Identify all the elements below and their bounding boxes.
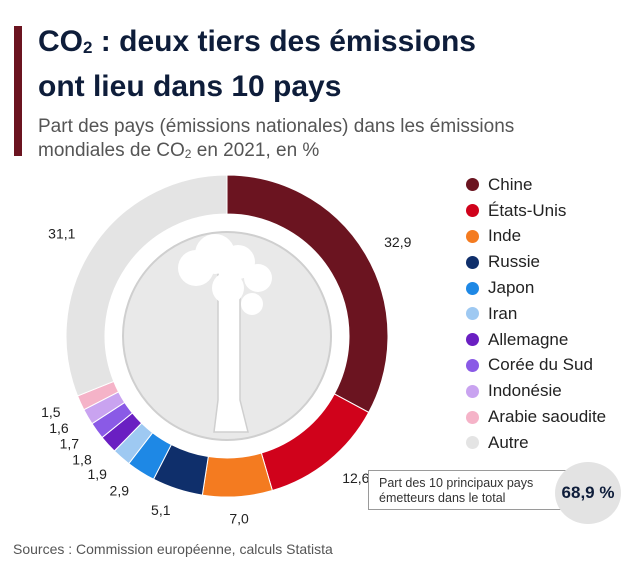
title-co-text: CO — [38, 25, 83, 58]
total-label-line-2: émetteurs dans le total — [379, 491, 506, 505]
legend-item-inde: Inde — [466, 224, 606, 250]
legend-label: Chine — [488, 174, 533, 194]
chart-legend: Chine États-Unis Inde Russie Japon Iran Allema… — [466, 172, 606, 456]
legend-label: Iran — [488, 303, 518, 323]
total-label-line-1: Part des 10 principaux pays — [379, 476, 534, 490]
value-label-arabie-saoudite: 1,5 — [41, 404, 61, 420]
legend-label: Indonésie — [488, 381, 562, 401]
title-rest-text: : deux tiers des émissions — [92, 25, 476, 58]
accent-bar — [14, 26, 22, 156]
subtitle-subscript: 2 — [184, 147, 192, 161]
total-value-badge: 68,9 % — [555, 462, 621, 524]
legend-label: Autre — [488, 432, 529, 452]
value-label-russie: 5,1 — [151, 502, 171, 518]
legend-label: Corée du Sud — [488, 355, 593, 375]
page-title: CO2 : deux tiers des émissions ont lieu … — [38, 22, 628, 106]
title-line-2: ont lieu dans 10 pays — [38, 70, 342, 103]
donut-slices — [65, 174, 389, 498]
value-label-etats-unis: 12,6 — [342, 470, 369, 486]
legend-swatch — [466, 410, 479, 424]
value-label-autre: 31,1 — [48, 225, 75, 241]
slice-autre — [65, 174, 228, 397]
legend-swatch — [466, 204, 479, 218]
subtitle-line-2: mondiales de CO2 en 2021, en % — [38, 139, 618, 166]
value-labels: 32,9 12,6 7,0 5,1 2,91,91,81,71,61,5 31,1 — [41, 225, 412, 526]
legend-item-autre: Autre — [466, 430, 606, 456]
legend-item-etats-unis: États-Unis — [466, 198, 606, 224]
donut-chart: 32,9 12,6 7,0 5,1 2,91,91,81,71,61,5 31,1 — [41, 174, 412, 527]
legend-item-allemagne: Allemagne — [466, 327, 606, 353]
value-label-inde: 7,0 — [229, 511, 249, 527]
title-line-1: CO2 : deux tiers des émissions — [38, 22, 628, 67]
legend-label: Inde — [488, 226, 522, 246]
chart-subtitle: Part des pays (émissions nationales) dan… — [38, 115, 618, 166]
legend-item-russie: Russie — [466, 249, 606, 275]
source-note: Sources : Commission européenne, calculs… — [13, 541, 333, 557]
legend-swatch — [466, 178, 479, 192]
legend-swatch — [466, 229, 479, 243]
value-label-coree-du-sud: 1,7 — [60, 436, 80, 452]
legend-swatch — [466, 307, 479, 321]
legend-swatch — [466, 281, 479, 295]
legend-item-iran: Iran — [466, 301, 606, 327]
value-label-iran: 1,9 — [87, 466, 107, 482]
legend-item-chine: Chine — [466, 172, 606, 198]
legend-item-arabie-saoudite: Arabie saoudite — [466, 404, 606, 430]
total-box: Part des 10 principaux pays émetteurs da… — [368, 470, 588, 510]
total-label: Part des 10 principaux pays émetteurs da… — [379, 476, 559, 506]
value-label-chine: 32,9 — [384, 234, 411, 250]
legend-label: Russie — [488, 252, 540, 272]
legend-swatch — [466, 255, 479, 269]
title-subscript: 2 — [83, 38, 93, 57]
legend-item-japon: Japon — [466, 275, 606, 301]
slice-inde — [201, 452, 273, 498]
legend-label: Japon — [488, 278, 535, 298]
legend-swatch — [466, 333, 479, 347]
value-label-allemagne: 1,8 — [72, 451, 92, 467]
legend-label: États-Unis — [488, 200, 567, 220]
value-label-japon: 2,9 — [110, 483, 130, 499]
globe-chimney-illustration — [122, 231, 332, 441]
legend-label: Allemagne — [488, 329, 569, 349]
legend-swatch — [466, 358, 479, 372]
value-label-indonesie: 1,6 — [49, 420, 69, 436]
legend-item-coree-du-sud: Corée du Sud — [466, 353, 606, 379]
subtitle-rest-text: en 2021, en % — [191, 140, 320, 161]
subtitle-co-text: mondiales de CO — [38, 140, 185, 161]
subtitle-line-1: Part des pays (émissions nationales) dan… — [38, 116, 515, 137]
legend-label: Arabie saoudite — [488, 407, 607, 427]
legend-swatch — [466, 436, 479, 450]
legend-item-indonesie: Indonésie — [466, 378, 606, 404]
legend-swatch — [466, 384, 479, 398]
